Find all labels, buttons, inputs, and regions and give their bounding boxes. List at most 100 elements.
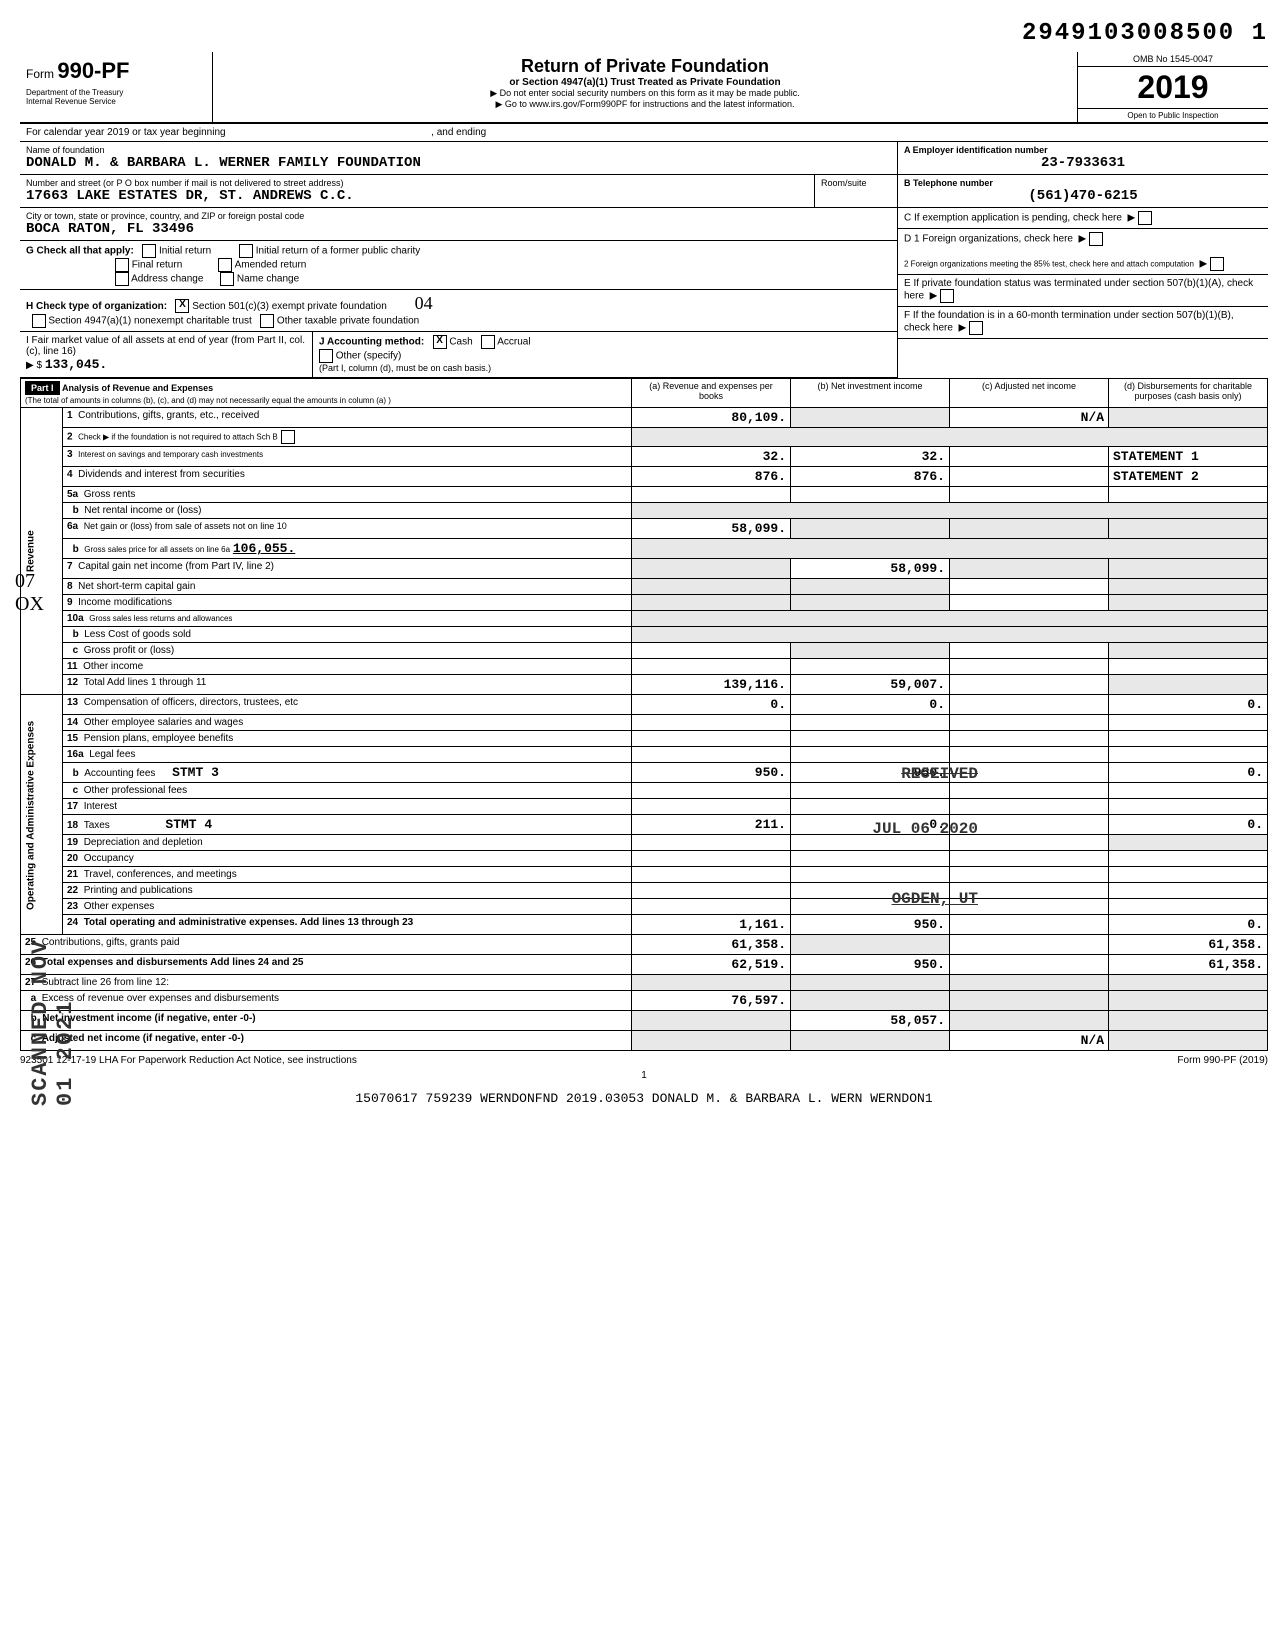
address-checkbox[interactable] <box>115 272 129 286</box>
initial-former-checkbox[interactable] <box>239 244 253 258</box>
line-15: 15 Pension plans, employee benefits <box>21 731 1268 747</box>
l15n: 15 <box>67 733 78 744</box>
e-checkbox[interactable] <box>940 289 954 303</box>
line-11: 11 Other income <box>21 659 1268 675</box>
l1n: 1 <box>67 410 73 421</box>
street-label: Number and street (or P O box number if … <box>26 178 808 188</box>
line-6a: 6a Net gain or (loss) from sale of asset… <box>21 519 1268 539</box>
l22n: 22 <box>67 885 78 896</box>
l2lbl: Check ▶ if the foundation is not require… <box>78 433 278 442</box>
l3b: 32. <box>791 447 950 467</box>
city-label: City or town, state or province, country… <box>26 211 891 221</box>
h-label: H Check type of organization: <box>26 301 167 312</box>
l11lbl: Other income <box>83 661 143 672</box>
l19n: 19 <box>67 837 78 848</box>
form-subtitle: or Section 4947(a)(1) Trust Treated as P… <box>217 77 1073 88</box>
line-9: 9 Income modifications <box>21 595 1268 611</box>
d1-checkbox[interactable] <box>1089 232 1103 246</box>
final-checkbox[interactable] <box>115 258 129 272</box>
i-label: I Fair market value of all assets at end… <box>26 335 305 357</box>
l12n: 12 <box>67 677 78 688</box>
f-checkbox[interactable] <box>969 321 983 335</box>
initial-label: Initial return <box>159 246 211 257</box>
l24b: 950. <box>791 915 950 935</box>
j-cash-checkbox[interactable]: X <box>433 335 447 349</box>
line-8: 8 Net short-term capital gain <box>21 579 1268 595</box>
stamp-received: RECEIVED <box>901 765 978 783</box>
l7lbl: Capital gain net income (from Part IV, l… <box>78 561 274 572</box>
line-3: 3 Interest on savings and temporary cash… <box>21 447 1268 467</box>
l16cn: c <box>73 785 79 796</box>
l19lbl: Depreciation and depletion <box>84 837 203 848</box>
l4lbl: Dividends and interest from securities <box>78 469 245 480</box>
calendar-label: For calendar year 2019 or tax year begin… <box>26 127 226 138</box>
l10blbl: Less Cost of goods sold <box>84 629 191 640</box>
line-16a: 16a Legal fees <box>21 747 1268 763</box>
h-opt1-checkbox[interactable]: X <box>175 299 189 313</box>
h-opt3-checkbox[interactable] <box>260 314 274 328</box>
line-24: 24 Total operating and administrative ex… <box>21 915 1268 935</box>
l16bstmt: STMT 3 <box>172 765 219 780</box>
line-6b: b Gross sales price for all assets on li… <box>21 539 1268 559</box>
amended-label: Amended return <box>235 260 307 271</box>
stamp-date: JUL 06 2020 <box>872 820 978 838</box>
line-13: Operating and Administrative Expenses 13… <box>21 695 1268 715</box>
amended-checkbox[interactable] <box>218 258 232 272</box>
col-d-header: (d) Disbursements for charitable purpose… <box>1109 379 1268 408</box>
department: Department of the Treasury Internal Reve… <box>26 88 206 106</box>
l16blbl: Accounting fees <box>84 768 155 779</box>
l3lbl: Interest on savings and temporary cash i… <box>78 450 263 459</box>
footer-bottom: 15070617 759239 WERNDONFND 2019.03053 DO… <box>20 1091 1268 1106</box>
line-10c: c Gross profit or (loss) <box>21 643 1268 659</box>
j-accrual-checkbox[interactable] <box>481 335 495 349</box>
line-27a: a Excess of revenue over expenses and di… <box>21 991 1268 1011</box>
l25a: 61,358. <box>632 935 791 955</box>
part1-note: (The total of amounts in columns (b), (c… <box>25 396 391 405</box>
l6binline: 106,055. <box>233 541 295 556</box>
col-b-header: (b) Net investment income <box>791 379 950 408</box>
part1-title: Analysis of Revenue and Expenses <box>62 383 213 393</box>
l16bn: b <box>73 768 79 779</box>
line-19: 19 Depreciation and depletion <box>21 835 1268 851</box>
calendar-row: For calendar year 2019 or tax year begin… <box>20 124 1268 142</box>
l17n: 17 <box>67 801 78 812</box>
l20lbl: Occupancy <box>84 853 134 864</box>
section-i-j: I Fair market value of all assets at end… <box>20 332 897 378</box>
l21lbl: Travel, conferences, and meetings <box>84 869 237 880</box>
l24lbl: Total operating and administrative expen… <box>84 917 414 928</box>
street-value: 17663 LAKE ESTATES DR, ST. ANDREWS C.C. <box>26 188 808 204</box>
form-title-block: Return of Private Foundation or Section … <box>213 52 1077 122</box>
phone-label: B Telephone number <box>904 178 1262 188</box>
h-opt2: Section 4947(a)(1) nonexempt charitable … <box>48 316 251 327</box>
i-value: 133,045. <box>45 357 107 372</box>
calendar-ending: , and ending <box>431 127 486 138</box>
l22lbl: Printing and publications <box>84 885 193 896</box>
l5an: 5a <box>67 489 78 500</box>
final-label: Final return <box>132 260 183 271</box>
l27bb: 58,057. <box>791 1011 950 1031</box>
l13d: 0. <box>1109 695 1268 715</box>
l8lbl: Net short-term capital gain <box>78 581 195 592</box>
exemption-checkbox[interactable] <box>1138 211 1152 225</box>
line-21: 21 Travel, conferences, and meetings <box>21 867 1268 883</box>
name-change-checkbox[interactable] <box>220 272 234 286</box>
line-16b: b Accounting fees STMT 3950.950.0. <box>21 763 1268 783</box>
line-14: 14 Other employee salaries and wages <box>21 715 1268 731</box>
j-other-checkbox[interactable] <box>319 349 333 363</box>
l8n: 8 <box>67 581 73 592</box>
initial-checkbox[interactable] <box>142 244 156 258</box>
public-inspection: Open to Public Inspection <box>1078 108 1268 122</box>
l6albl: Net gain or (loss) from sale of assets n… <box>84 521 287 531</box>
line-22: 22 Printing and publications <box>21 883 1268 899</box>
l4b: 876. <box>791 467 950 487</box>
expenses-vlabel: Operating and Administrative Expenses <box>21 695 63 935</box>
l2-checkbox[interactable] <box>281 430 295 444</box>
part1-label: Part I <box>25 381 60 395</box>
exemption-label: C If exemption application is pending, c… <box>904 213 1122 224</box>
line-27: 27 Subtract line 26 from line 12: <box>21 975 1268 991</box>
h-opt2-checkbox[interactable] <box>32 314 46 328</box>
g-label: G Check all that apply: <box>26 246 134 257</box>
d2-checkbox[interactable] <box>1210 257 1224 271</box>
handwritten-04: 04 <box>415 293 433 313</box>
form-title: Return of Private Foundation <box>217 56 1073 77</box>
